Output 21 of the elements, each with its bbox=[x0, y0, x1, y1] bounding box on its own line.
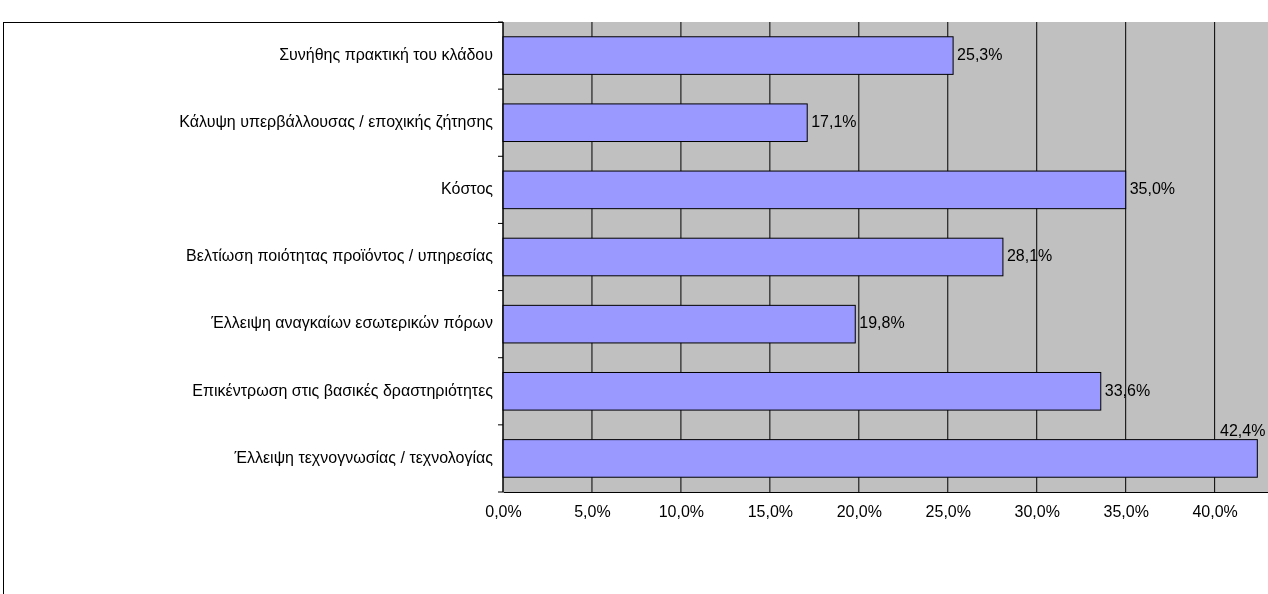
x-tick-label: 0,0% bbox=[485, 503, 522, 521]
x-tick-label: 20,0% bbox=[836, 503, 882, 521]
y-tick-label: Έλλειψη τεχνογνωσίας / τεχνολογίας bbox=[233, 448, 494, 466]
data-label: 19,8% bbox=[859, 314, 905, 332]
x-tick-label: 5,0% bbox=[574, 503, 611, 521]
x-tick-label: 35,0% bbox=[1103, 503, 1149, 521]
x-tick-label: 10,0% bbox=[658, 503, 705, 521]
data-label: 25,3% bbox=[957, 45, 1003, 63]
data-label: 35,0% bbox=[1129, 180, 1176, 198]
data-label: 42,4% bbox=[1220, 421, 1266, 439]
data-label: 17,1% bbox=[811, 112, 857, 130]
y-tick-label: Κόστος bbox=[441, 180, 494, 198]
x-tick-label: 30,0% bbox=[1014, 503, 1060, 521]
x-tick-label: 25,0% bbox=[925, 503, 971, 521]
y-tick-label: Κάλυψη υπερβάλλουσας / εποχικής ζήτησης bbox=[179, 112, 494, 131]
y-tick-label: Συνήθης πρακτική του κλάδου bbox=[279, 45, 493, 63]
y-tick-label: Έλλειψη αναγκαίων εσωτερικών πόρων bbox=[210, 314, 493, 332]
y-tick-label: Επικέντρωση στις βασικές δραστηριότητες bbox=[192, 381, 494, 399]
x-tick-label: 40,0% bbox=[1192, 503, 1238, 521]
x-tick-label: 15,0% bbox=[747, 503, 794, 521]
y-tick-label: Βελτίωση ποιότητας προϊόντος / υπηρεσίας bbox=[186, 247, 494, 265]
